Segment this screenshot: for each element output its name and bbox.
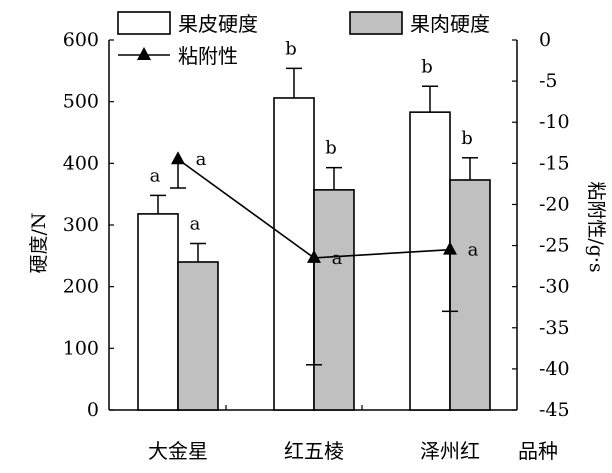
significance-label: b (421, 56, 433, 77)
line-significance-label: a (468, 240, 479, 261)
line-point-triangle (307, 249, 321, 263)
bar (137, 213, 179, 411)
y-tick-label: 0 (87, 399, 99, 421)
significance-label: b (325, 138, 337, 159)
y2-tick-label: -35 (539, 317, 570, 339)
y-tick-label: 500 (63, 91, 99, 113)
legend-label-peel: 果皮硬度 (178, 12, 258, 36)
significance-label: b (285, 38, 297, 59)
y2-tick-label: -10 (539, 111, 570, 133)
legend-label-adhesiveness: 粘附性 (178, 44, 238, 68)
bar (177, 261, 219, 411)
y2-tick-label: -15 (539, 152, 570, 174)
y-tick-label: 600 (63, 29, 99, 51)
y-tick-label: 200 (63, 276, 99, 298)
significance-label: b (461, 128, 473, 149)
y2-tick-label: 0 (539, 29, 551, 51)
x-category-label: 大金星 (148, 439, 208, 463)
legend-swatch-flesh (349, 11, 403, 35)
y2-tick-label: -25 (539, 235, 570, 257)
bar (449, 179, 491, 411)
x-category-label: 泽州红 (420, 439, 480, 463)
x-extra-label: 品种 (518, 439, 558, 463)
bar (313, 189, 355, 411)
y2-tick-label: -45 (539, 399, 570, 421)
line-point-triangle (171, 151, 185, 165)
significance-label: a (150, 165, 161, 186)
plot-area: 0 100 200 300 400 500 600 0 -5 -10 -15 -20 -25 -30 -35… (63, 29, 570, 463)
y-tick-label: 400 (63, 152, 99, 174)
legend-label-flesh: 果肉硬度 (410, 12, 490, 36)
y2-tick-label: -5 (539, 70, 558, 92)
legend-marker-triangle (137, 47, 151, 60)
y-axis-title: 硬度/N (28, 212, 50, 273)
line-point-triangle (443, 241, 457, 255)
x-category-label: 红五棱 (284, 439, 344, 463)
legend-swatch-peel (117, 11, 171, 35)
line-significance-label: a (196, 149, 207, 170)
y2-tick-label: -20 (539, 193, 570, 215)
bar (409, 111, 451, 411)
y-tick-label: 100 (63, 337, 99, 359)
legend: 果皮硬度 果肉硬度 粘附性 (117, 11, 490, 68)
y2-tick-label: -30 (539, 276, 570, 298)
significance-label: a (190, 214, 201, 235)
y2-axis-title: 粘附性/g·s (585, 181, 607, 272)
line-significance-label: a (332, 248, 343, 269)
y-tick-label: 300 (63, 214, 99, 236)
y2-tick-label: -40 (539, 358, 570, 380)
